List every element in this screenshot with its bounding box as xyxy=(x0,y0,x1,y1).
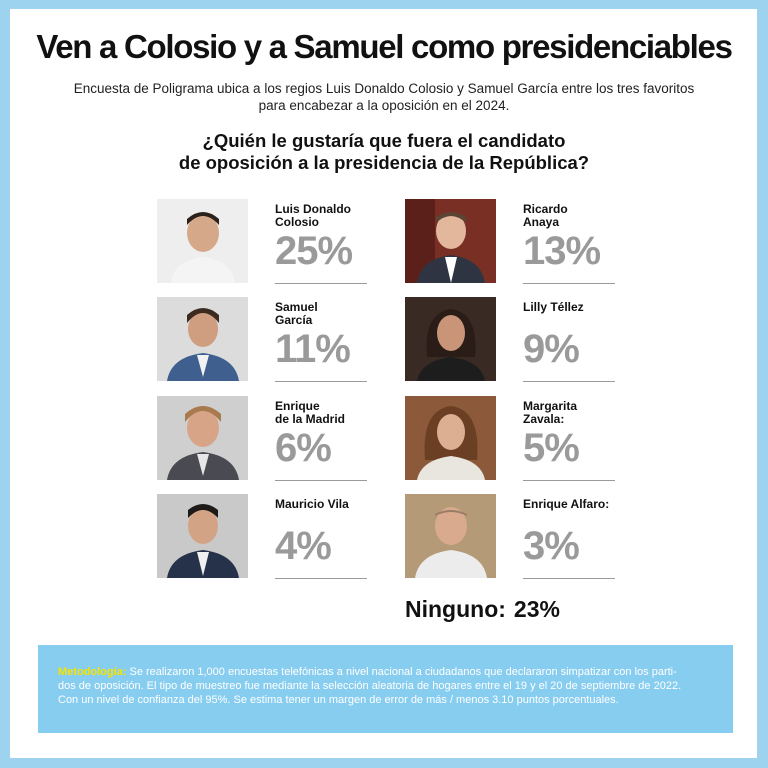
methodology-label: Metodología: xyxy=(58,666,127,678)
candidate-name: Enrique Alfaro: xyxy=(523,497,610,511)
none-result: Ninguno: 23% xyxy=(405,596,560,623)
candidate-photo xyxy=(157,199,248,283)
candidate-alfaro: Enrique Alfaro: 3% xyxy=(405,494,615,580)
headline: Ven a Colosio y a Samuel como presidenci… xyxy=(36,28,733,65)
subheadline-line-1: Encuesta de Poligrama ubica a los regios… xyxy=(73,81,695,96)
candidate-percent: 4% xyxy=(275,524,332,568)
candidate-photo xyxy=(157,297,248,381)
candidate-name: Lilly Téllez xyxy=(523,300,584,314)
candidate-photo xyxy=(405,199,496,283)
methodology-line-2: dos de oposición. El tipo de muestreo fu… xyxy=(58,680,682,692)
candidate-vila: Mauricio Vila 4% xyxy=(157,494,367,580)
divider xyxy=(275,283,367,284)
candidate-zavala: Margarita Zavala: 5% xyxy=(405,396,615,482)
candidate-photo xyxy=(405,297,496,381)
candidate-percent: 25% xyxy=(275,229,353,273)
content-frame xyxy=(10,9,757,758)
divider xyxy=(523,283,615,284)
divider xyxy=(275,578,367,579)
survey-question: ¿Quién le gustaría que fuera el candidat… xyxy=(0,130,768,174)
none-label: Ninguno: xyxy=(405,596,506,622)
divider xyxy=(523,381,615,382)
none-percent: 23% xyxy=(513,596,560,622)
candidate-photo xyxy=(157,396,248,480)
candidate-name: Mauricio Vila xyxy=(275,497,349,511)
candidate-garcia: Samuel García 11% xyxy=(157,297,367,383)
candidate-name: Enrique de la Madrid xyxy=(275,399,346,426)
candidate-photo xyxy=(157,494,248,578)
candidate-photo xyxy=(405,494,496,578)
candidate-percent: 11% xyxy=(275,327,351,371)
candidate-name: Luis Donaldo Colosio xyxy=(275,202,351,229)
divider xyxy=(523,480,615,481)
candidate-anaya: Ricardo Anaya 13% xyxy=(405,199,615,285)
subheadline-line-2: para encabezar a la oposición en el 2024… xyxy=(258,98,510,113)
candidate-tellez: Lilly Téllez 9% xyxy=(405,297,615,383)
divider xyxy=(275,381,367,382)
methodology-line-1: Metodología: Se realizaron 1,000 encuest… xyxy=(58,666,677,678)
question-line-1: ¿Quién le gustaría que fuera el candidat… xyxy=(202,130,566,151)
candidate-colosio: Luis Donaldo Colosio 25% xyxy=(157,199,367,285)
candidate-percent: 9% xyxy=(523,327,580,371)
candidate-name: Ricardo Anaya xyxy=(523,202,568,229)
candidate-photo xyxy=(405,396,496,480)
divider xyxy=(523,578,615,579)
candidate-de-la-madrid: Enrique de la Madrid 6% xyxy=(157,396,367,482)
candidate-name: Samuel García xyxy=(275,300,318,327)
divider xyxy=(275,480,367,481)
candidate-percent: 3% xyxy=(523,524,580,568)
candidate-percent: 6% xyxy=(275,426,332,470)
question-line-2: de oposición a la presidencia de la Repú… xyxy=(178,152,590,173)
methodology-line-3: Con un nivel de confianza del 95%. Se es… xyxy=(58,694,619,706)
methodology-box: Metodología: Se realizaron 1,000 encuest… xyxy=(38,645,733,733)
candidate-percent: 5% xyxy=(523,426,580,470)
candidate-percent: 13% xyxy=(523,229,601,273)
candidate-name: Margarita Zavala: xyxy=(523,399,578,426)
subheadline: Encuesta de Poligrama ubica a los regios… xyxy=(0,80,768,114)
